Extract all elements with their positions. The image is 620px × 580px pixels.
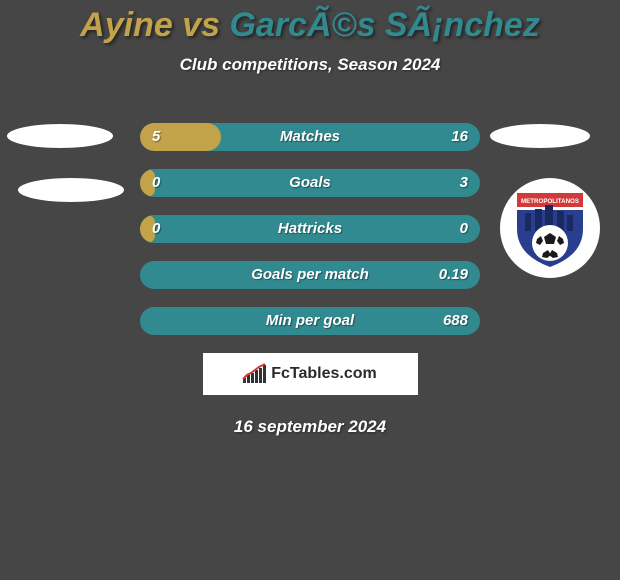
- comparison-title: Ayine vs GarcÃ©s SÃ¡nchez: [0, 0, 620, 45]
- fctables-logo: FcTables.com: [203, 353, 418, 395]
- team-left-badge-placeholder-1: [7, 124, 113, 148]
- metropolitanos-crest-icon: METROPOLITANOS: [507, 185, 593, 271]
- stat-label: Goals: [140, 169, 480, 197]
- team-right-badge-placeholder-1: [490, 124, 590, 148]
- stat-row-min-per-goal: Min per goal688: [140, 307, 480, 335]
- comparison-subtitle: Club competitions, Season 2024: [0, 55, 620, 75]
- badge-text: METROPOLITANOS: [521, 198, 579, 205]
- player-right-name: GarcÃ©s SÃ¡nchez: [229, 6, 539, 44]
- stat-label: Min per goal: [140, 307, 480, 335]
- fctables-brand-text: FcTables.com: [271, 365, 377, 383]
- stat-row-goals-per-match: Goals per match0.19: [140, 261, 480, 289]
- stat-right-value: 0: [460, 215, 468, 243]
- title-vs: vs: [173, 6, 230, 44]
- stat-label: Goals per match: [140, 261, 480, 289]
- stat-row-hattricks: 0Hattricks0: [140, 215, 480, 243]
- comparison-date: 16 september 2024: [0, 417, 620, 437]
- stat-right-value: 688: [443, 307, 468, 335]
- stat-right-value: 0.19: [439, 261, 468, 289]
- team-left-badge-placeholder-2: [18, 178, 124, 202]
- stat-row-matches: 5Matches16: [140, 123, 480, 151]
- stat-right-value: 3: [460, 169, 468, 197]
- fctables-chart-icon: [243, 365, 267, 383]
- stats-bars: 5Matches160Goals30Hattricks0Goals per ma…: [140, 123, 480, 335]
- team-right-badge: METROPOLITANOS: [500, 178, 600, 278]
- stat-right-value: 16: [451, 123, 468, 151]
- stat-label: Matches: [140, 123, 480, 151]
- stat-label: Hattricks: [140, 215, 480, 243]
- stat-row-goals: 0Goals3: [140, 169, 480, 197]
- player-left-name: Ayine: [80, 6, 173, 44]
